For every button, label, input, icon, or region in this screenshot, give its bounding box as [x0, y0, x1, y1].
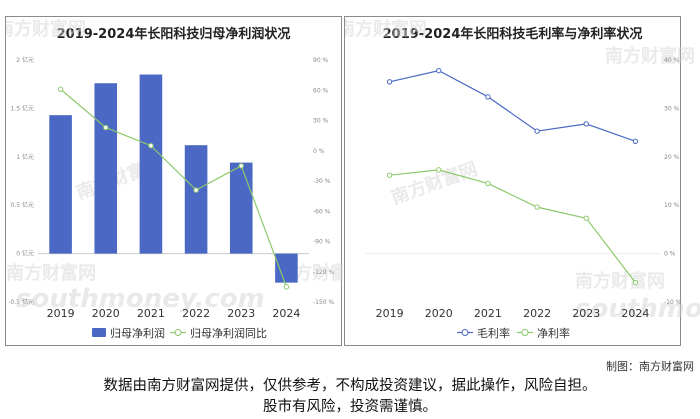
- y-tick-label-right: 0 %: [664, 251, 676, 258]
- chart-title: 2019-2024年长阳科技毛利率与净利率状况: [382, 27, 643, 42]
- series-point-2023: [583, 121, 589, 127]
- watermark: southmoney.com: [16, 284, 265, 314]
- watermark: 南方财富网: [345, 18, 427, 40]
- yoy-point-2022: [193, 187, 199, 193]
- margin-chart-panel: 2019-2024年长阳科技毛利率与净利率状况 南方财富网 南方财富网 南方财富网南…: [344, 16, 700, 346]
- watermark: 南方财富网: [6, 18, 86, 40]
- y-tick-label-left: 1 亿元: [16, 153, 34, 161]
- y-tick-label-left: 0.5 亿元: [11, 201, 34, 209]
- watermark: 南方财富网: [605, 45, 695, 67]
- legend-swatch-marker: [174, 329, 182, 336]
- disclaimer-line-1: 数据由南方财富网提供，仅供参考，不构成投资建议，据此操作，风险自担。: [103, 378, 597, 394]
- chart-credit: 制图：南方财富网: [606, 360, 694, 373]
- y-tick-label-left: 0 亿元: [16, 250, 34, 258]
- watermark: southmoney.com: [575, 294, 700, 324]
- legend-swatch-marker: [521, 329, 529, 336]
- y-tick-label-right: -60 %: [313, 208, 331, 215]
- y-tick-label-right: 90 %: [313, 57, 329, 64]
- series-point-2022: [534, 128, 540, 134]
- legend-label: 净利率: [537, 326, 570, 340]
- x-tick-label: 2022: [182, 307, 210, 320]
- x-tick-label: 2023: [227, 307, 255, 320]
- x-tick-label: 2020: [92, 307, 120, 320]
- y-tick-label-right: 60 %: [313, 87, 329, 94]
- yoy-point-2019: [57, 86, 64, 92]
- series-point-2019: [386, 172, 393, 178]
- x-tick-label: 2021: [137, 307, 165, 320]
- y-tick-label-left: 1.5 亿元: [11, 104, 34, 112]
- watermark: 南方财富网: [388, 157, 480, 208]
- disclaimer-line-2: 股市有风险，投资需谨慎。: [263, 399, 437, 415]
- y-tick-label-right: 30 %: [313, 118, 329, 125]
- net-profit-chart: 南方财富网南方财富网南方财富网southmoney.com南方财富网2 亿元1.…: [6, 18, 343, 340]
- y-tick-label-left: 2 亿元: [16, 56, 34, 64]
- disclaimer: 数据由南方财富网提供，仅供参考，不构成投资建议，据此操作，风险自担。 股市有风险…: [0, 376, 700, 418]
- y-tick-label-right: -10 %: [664, 299, 682, 306]
- bar-2020: [94, 83, 118, 254]
- x-tick-label: 2020: [425, 307, 453, 320]
- yoy-point-2023: [238, 163, 244, 169]
- series-point-2019: [386, 79, 393, 85]
- margin-chart: 南方财富网南方财富网南方财富网南方财富网southmoney.com40 %30…: [345, 18, 700, 340]
- watermark: 南方财富网: [6, 262, 96, 284]
- bar-2023: [229, 162, 253, 254]
- series-point-2020: [436, 67, 442, 74]
- bar-2022: [184, 145, 208, 254]
- series-line-1: [389, 169, 636, 284]
- y-tick-label-right: -120 %: [313, 269, 335, 276]
- y-tick-label-right: 40 %: [664, 57, 680, 64]
- bar-2021: [139, 74, 163, 254]
- y-tick-label-right: 30 %: [664, 105, 680, 112]
- yoy-point-2024: [283, 284, 290, 290]
- x-tick-label: 2024: [621, 307, 649, 320]
- watermark: 南方财富网: [575, 270, 665, 292]
- legend-label: 归母净利润: [110, 326, 165, 340]
- series-point-2020: [436, 167, 442, 173]
- x-tick-label: 2021: [474, 307, 502, 320]
- y-tick-label-right: 20 %: [664, 154, 680, 161]
- legend-swatch-marker: [461, 329, 469, 336]
- series-point-2022: [534, 204, 540, 210]
- bar-2019: [49, 115, 72, 254]
- series-point-2023: [583, 215, 589, 221]
- series-point-2024: [632, 279, 639, 286]
- x-tick-label: 2019: [376, 307, 404, 320]
- y-tick-label-right: 10 %: [664, 202, 680, 209]
- y-tick-label-right: -90 %: [313, 239, 331, 246]
- chart-title: 2019-2024年长阳科技归母净利润状况: [56, 27, 291, 42]
- y-tick-label-right: 0 %: [313, 148, 325, 155]
- legend-label: 毛利率: [477, 326, 510, 340]
- yoy-line: [60, 88, 287, 288]
- legend-label: 归母净利润同比: [190, 326, 267, 340]
- series-point-2024: [632, 138, 639, 145]
- yoy-point-2021: [148, 143, 154, 149]
- net-profit-chart-panel: 2019-2024年长阳科技归母净利润状况 南方财富网南方财富网南方财富网sou…: [5, 16, 343, 346]
- series-point-2021: [485, 180, 491, 187]
- yoy-point-2020: [103, 124, 109, 131]
- x-tick-label: 2019: [47, 307, 75, 320]
- x-tick-label: 2024: [272, 307, 300, 320]
- y-tick-label-right: -30 %: [313, 178, 331, 185]
- series-line-0: [389, 70, 636, 142]
- x-tick-label: 2022: [523, 307, 551, 320]
- x-tick-label: 2023: [572, 307, 600, 320]
- y-tick-label-right: -150 %: [313, 299, 335, 306]
- y-tick-label-left: -0.5 亿元: [8, 298, 34, 306]
- bar-2024: [275, 253, 298, 283]
- legend-swatch-bar: [92, 328, 106, 337]
- series-point-2021: [485, 94, 491, 100]
